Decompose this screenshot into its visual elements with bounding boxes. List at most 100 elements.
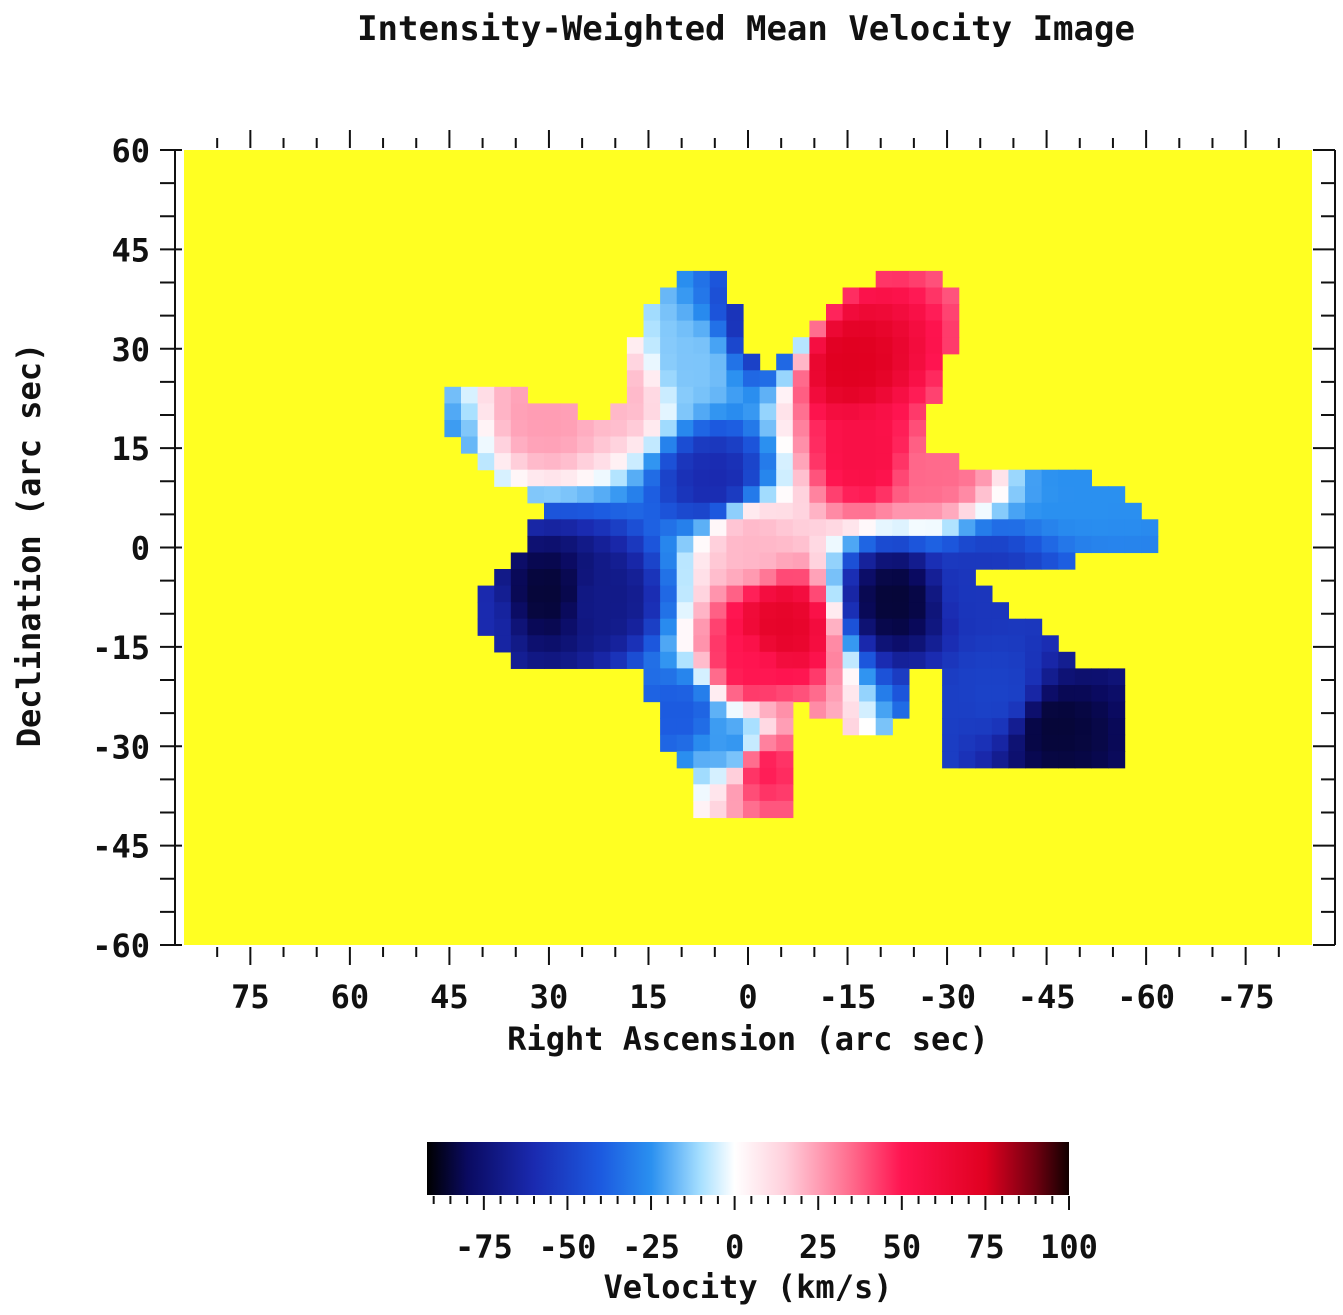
velocity-pixel [610,403,628,421]
velocity-pixel [593,552,611,570]
velocity-pixel [792,370,810,388]
velocity-pixel [693,519,711,537]
velocity-pixel [826,436,844,454]
velocity-pixel [726,386,744,404]
velocity-pixel [842,436,860,454]
velocity-pixel [991,502,1009,520]
velocity-pixel [726,403,744,421]
velocity-pixel [892,535,910,554]
x-tick-label: -45 [1018,978,1076,1016]
velocity-pixel [693,403,711,421]
velocity-pixel [610,502,628,520]
velocity-pixel [693,718,711,736]
velocity-pixel [477,602,495,620]
velocity-pixel [1074,486,1092,504]
velocity-pixel [759,618,777,636]
velocity-pixel [991,552,1009,570]
y-tick-label: -60 [92,927,150,965]
velocity-pixel [444,403,462,421]
velocity-pixel [643,535,661,554]
velocity-pixel [643,486,661,504]
velocity-pixel [1108,486,1126,504]
velocity-pixel [726,618,744,636]
velocity-pixel [826,535,844,554]
velocity-pixel [809,436,827,454]
velocity-pixel [610,651,628,669]
velocity-pixel [560,519,578,537]
colorbar-tick-label: 75 [966,1228,1005,1266]
velocity-pixel [577,635,595,653]
velocity-pixel [875,618,893,636]
velocity-pixel [759,767,777,785]
velocity-pixel [942,519,960,537]
velocity-pixel [560,469,578,487]
velocity-pixel [676,386,694,404]
velocity-pixel [1008,685,1026,703]
velocity-pixel [626,353,645,371]
velocity-pixel [676,287,694,305]
velocity-pixel [892,668,910,686]
velocity-pixel [859,519,877,537]
velocity-pixel [991,486,1009,504]
velocity-pixel [1025,651,1043,669]
velocity-pixel [660,420,678,438]
velocity-pixel [759,502,777,520]
velocity-pixel [660,403,678,421]
velocity-pixel [494,585,512,603]
velocity-pixel [676,685,694,703]
velocity-pixel [908,403,927,421]
velocity-pixel [842,403,860,421]
velocity-pixel [842,304,860,322]
velocity-pixel [892,519,910,537]
velocity-pixel [577,453,595,471]
velocity-pixel [544,436,562,454]
velocity-pixel [859,370,877,388]
velocity-pixel [510,469,528,487]
velocity-pixel [1008,718,1026,736]
velocity-pixel [925,353,943,371]
velocity-pixel [626,618,645,636]
velocity-pixel [859,287,877,305]
velocity-pixel [859,618,877,636]
velocity-pixel [626,403,645,421]
velocity-pixel [726,420,744,438]
velocity-pixel [908,635,927,653]
velocity-pixel [660,701,678,719]
velocity-pixel [1108,685,1126,703]
velocity-pixel [942,552,960,570]
y-tick-label: 60 [111,132,150,170]
velocity-pixel [726,370,744,388]
velocity-pixel [892,386,910,404]
velocity-pixel [792,502,810,520]
velocity-pixel [693,585,711,603]
velocity-pixel [875,337,893,355]
velocity-pixel [975,718,993,736]
velocity-pixel [826,353,844,371]
velocity-pixel [958,535,976,554]
velocity-pixel [743,502,761,520]
velocity-pixel [544,635,562,653]
velocity-pixel [643,552,661,570]
velocity-pixel [776,436,794,454]
velocity-pixel [626,535,645,554]
velocity-pixel [809,602,827,620]
velocity-pixel [709,502,727,520]
velocity-pixel [1008,519,1026,537]
velocity-pixel [1091,502,1109,520]
velocity-pixel [527,651,545,669]
velocity-pixel [975,502,993,520]
velocity-pixel [1025,635,1043,653]
velocity-pixel [709,734,727,752]
velocity-pixel [1108,701,1126,719]
velocity-pixel [660,569,678,587]
velocity-pixel [593,420,611,438]
velocity-pixel [991,685,1009,703]
velocity-pixel [776,486,794,504]
velocity-pixel [875,469,893,487]
velocity-pixel [859,436,877,454]
velocity-pixel [709,585,727,603]
velocity-pixel [660,287,678,305]
velocity-pixel [1141,535,1159,554]
velocity-pixel [958,585,976,603]
velocity-pixel [693,701,711,719]
